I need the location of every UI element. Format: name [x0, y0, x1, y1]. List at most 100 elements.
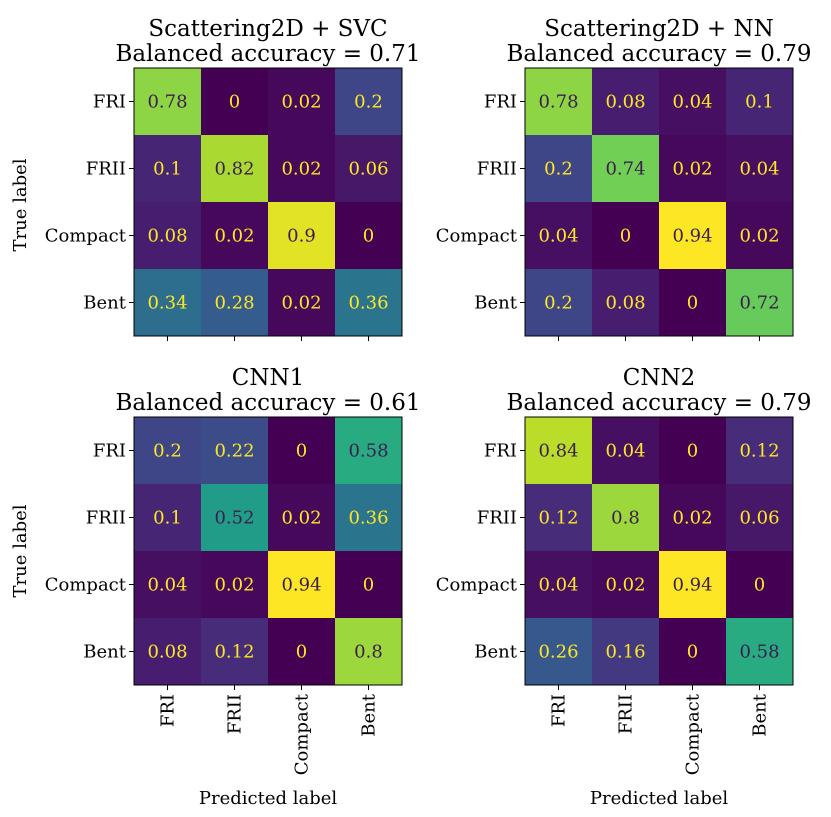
heatmap-cell [201, 417, 269, 485]
y-tick-label: FRII [86, 159, 126, 180]
cell-value-label: 0.1 [153, 159, 182, 180]
heatmap-cell [134, 68, 202, 136]
heatmap-cell [592, 417, 660, 485]
panel-title: CNN1 [232, 365, 304, 391]
cell-value-label: 0.04 [605, 441, 645, 462]
heatmap-cell [659, 269, 727, 337]
axes-frame [133, 416, 403, 686]
cell-value-label: 0.08 [147, 642, 187, 663]
cell-value-label: 0.04 [739, 159, 779, 180]
cell-value-label: 0 [620, 226, 631, 247]
x-axis-label-right: Predicted label [590, 788, 729, 809]
axes-frame [524, 67, 794, 337]
x-axis-label-left: Predicted label [199, 788, 338, 809]
cell-value-label: 0 [363, 575, 374, 596]
x-tick-label: FRI [549, 694, 570, 727]
y-tick-label: Compact [436, 226, 518, 247]
heatmap-cell [659, 551, 727, 619]
heatmap-cell [201, 135, 269, 203]
heatmap-cell [268, 484, 336, 552]
cell-value-label: 0.02 [672, 508, 712, 529]
cell-value-label: 0.04 [147, 575, 187, 596]
cell-value-label: 0.1 [153, 508, 182, 529]
heatmap-cell [726, 417, 794, 485]
heatmap-cell [659, 618, 727, 686]
heatmap-cell [592, 551, 660, 619]
cell-value-label: 0.36 [348, 508, 388, 529]
cell-value-label: 0.06 [739, 508, 779, 529]
heatmap-cell [201, 484, 269, 552]
y-tick-label: Bent [474, 293, 517, 314]
heatmap-cell [134, 202, 202, 270]
cell-value-label: 0 [754, 575, 765, 596]
heatmap-cell [134, 618, 202, 686]
y-tick-label: Bent [83, 293, 126, 314]
cell-value-label: 0 [296, 642, 307, 663]
y-tick-label: Compact [45, 575, 127, 596]
cell-value-label: 0.12 [214, 642, 254, 663]
cell-value-label: 0.8 [354, 642, 383, 663]
x-tick-label: FRII [616, 694, 637, 734]
x-tick-label: Bent [750, 693, 771, 736]
cell-value-label: 0.2 [544, 293, 573, 314]
y-axis-label-bottom: True label [10, 504, 31, 597]
heatmap-cell [726, 618, 794, 686]
heatmap-cell [134, 135, 202, 203]
heatmap-cell [659, 135, 727, 203]
heatmap-cell [525, 68, 593, 136]
heatmap-cell [335, 68, 403, 136]
heatmap-cell [335, 417, 403, 485]
heatmap-cell [726, 551, 794, 619]
cell-value-label: 0 [229, 92, 240, 113]
cell-value-label: 0.9 [287, 226, 316, 247]
cell-value-label: 0 [363, 226, 374, 247]
x-tick-label: FRII [225, 694, 246, 734]
panel-subtitle: Balanced accuracy = 0.71 [116, 41, 421, 67]
cell-value-label: 0.22 [214, 441, 254, 462]
heatmap-cell [268, 417, 336, 485]
cell-value-label: 0.2 [354, 92, 383, 113]
y-tick-label: Compact [436, 575, 518, 596]
cell-value-label: 0.04 [538, 575, 578, 596]
cell-value-label: 0.58 [739, 642, 779, 663]
heatmap-cell [726, 135, 794, 203]
cell-value-label: 0.94 [672, 226, 712, 247]
cell-value-label: 0 [687, 441, 698, 462]
y-tick-label: FRII [86, 508, 126, 529]
cell-value-label: 0.04 [538, 226, 578, 247]
axes-frame [133, 67, 403, 337]
y-tick-label: FRI [93, 92, 126, 113]
panel-subtitle: Balanced accuracy = 0.79 [507, 41, 812, 67]
heatmap-cell [726, 68, 794, 136]
y-tick-label: FRI [93, 441, 126, 462]
x-tick-label: Compact [683, 693, 704, 775]
y-tick-label: FRII [477, 508, 517, 529]
cell-value-label: 0.12 [739, 441, 779, 462]
cell-value-label: 0.02 [281, 159, 321, 180]
heatmap-cell [335, 135, 403, 203]
x-tick-label: Compact [292, 693, 313, 775]
heatmap-cell [592, 484, 660, 552]
cell-value-label: 0.58 [348, 441, 388, 462]
heatmap-cell [335, 551, 403, 619]
heatmap-cell [525, 551, 593, 619]
heatmap-cell [726, 202, 794, 270]
cell-value-label: 0.84 [538, 441, 578, 462]
heatmap-cell [335, 484, 403, 552]
cell-value-label: 0.2 [544, 159, 573, 180]
heatmap-cell [659, 484, 727, 552]
axes-frame [524, 416, 794, 686]
heatmap-cell [268, 269, 336, 337]
heatmap-cell [525, 484, 593, 552]
cell-value-label: 0.02 [281, 508, 321, 529]
y-tick-label: FRI [484, 441, 517, 462]
panel-title: Scattering2D + NN [544, 16, 774, 42]
cell-value-label: 0.2 [153, 441, 182, 462]
y-tick-label: FRI [484, 92, 517, 113]
x-tick-label: Bent [359, 693, 380, 736]
heatmap-cell [268, 68, 336, 136]
heatmap-cell [335, 269, 403, 337]
